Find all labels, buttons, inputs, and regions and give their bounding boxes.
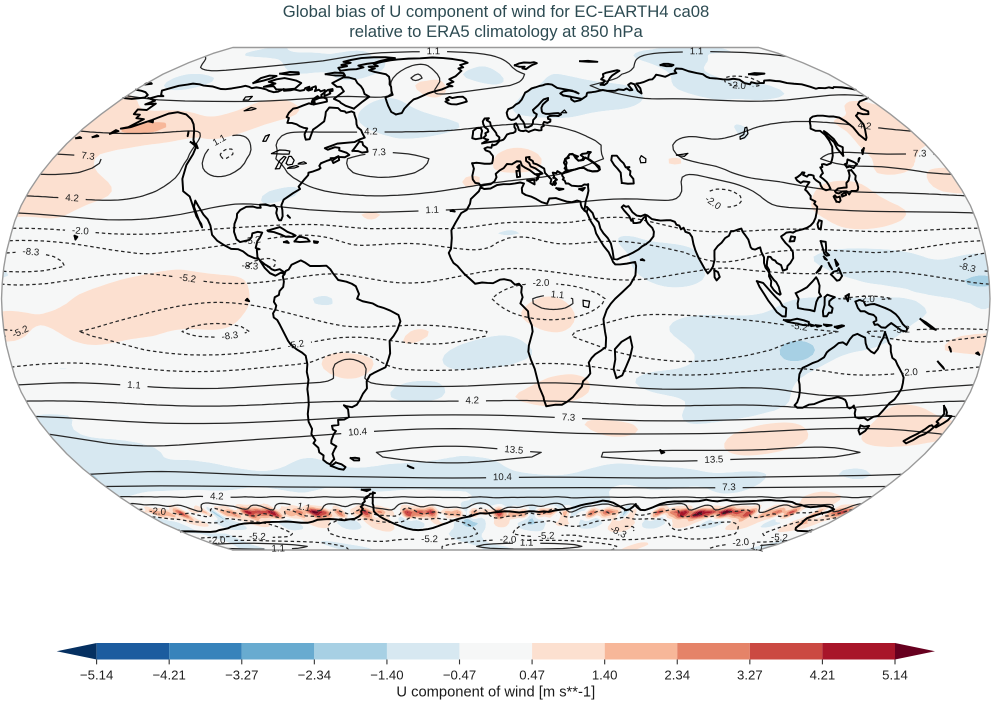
svg-text:10.4: 10.4: [348, 426, 368, 438]
svg-text:1.1: 1.1: [520, 538, 534, 549]
svg-text:-5.2: -5.2: [287, 338, 306, 352]
svg-text:3.27: 3.27: [737, 667, 763, 682]
svg-text:13.5: 13.5: [704, 454, 723, 466]
svg-text:1.1: 1.1: [296, 501, 311, 515]
svg-text:4.2: 4.2: [65, 193, 79, 205]
svg-text:4.2: 4.2: [210, 491, 224, 502]
svg-text:4.2: 4.2: [364, 127, 378, 138]
svg-text:1.1: 1.1: [749, 541, 765, 555]
svg-text:7.3: 7.3: [561, 412, 575, 424]
svg-text:1.1: 1.1: [425, 205, 439, 217]
svg-text:Global bias of U component of: Global bias of U component of wind for E…: [283, 2, 709, 21]
svg-text:1.1: 1.1: [550, 289, 564, 301]
svg-text:2.34: 2.34: [664, 667, 690, 682]
svg-text:4.21: 4.21: [810, 667, 836, 682]
svg-text:-8.3: -8.3: [958, 261, 977, 276]
svg-text:7.3: 7.3: [80, 150, 95, 163]
svg-text:-5.2: -5.2: [771, 532, 788, 544]
svg-text:−1.40: −1.40: [370, 667, 403, 682]
svg-text:relative to ERA5 climatology a: relative to ERA5 climatology at 850 hPa: [349, 22, 643, 41]
svg-text:-8.3: -8.3: [221, 330, 239, 343]
svg-text:1.1: 1.1: [427, 46, 441, 57]
svg-text:-2.0: -2.0: [729, 80, 747, 92]
svg-text:U component of wind [m s**-1]: U component of wind [m s**-1]: [396, 684, 595, 700]
svg-text:-2.0: -2.0: [500, 535, 517, 546]
svg-text:-2.0: -2.0: [858, 294, 875, 305]
svg-text:-8.3: -8.3: [22, 246, 40, 258]
svg-text:−2.34: −2.34: [298, 667, 331, 682]
svg-text:-5.2: -5.2: [893, 324, 910, 336]
svg-text:-2.0: -2.0: [209, 535, 227, 547]
svg-text:7.3: 7.3: [372, 147, 386, 159]
svg-text:0.47: 0.47: [519, 667, 545, 682]
svg-text:-2.0: -2.0: [732, 537, 750, 549]
svg-text:1.1: 1.1: [127, 380, 141, 392]
svg-text:4.2: 4.2: [857, 120, 872, 132]
svg-text:−0.47: −0.47: [443, 667, 476, 682]
svg-text:1.40: 1.40: [592, 667, 618, 682]
svg-text:-5.2: -5.2: [421, 534, 438, 545]
svg-text:1.1: 1.1: [271, 543, 285, 554]
svg-text:13.5: 13.5: [504, 444, 524, 457]
svg-text:-2.0: -2.0: [533, 278, 550, 289]
svg-text:−3.27: −3.27: [225, 667, 258, 682]
svg-text:10.4: 10.4: [493, 472, 513, 483]
svg-text:-8.3: -8.3: [241, 260, 258, 272]
svg-text:1.1: 1.1: [690, 46, 704, 57]
svg-text:-5.2: -5.2: [790, 320, 808, 333]
svg-text:-5.2: -5.2: [538, 531, 555, 543]
svg-text:−5.14: −5.14: [80, 667, 113, 682]
svg-text:-2.0: -2.0: [149, 506, 167, 518]
svg-text:7.3: 7.3: [913, 148, 927, 159]
svg-text:-5.2: -5.2: [178, 272, 196, 285]
svg-text:4.2: 4.2: [465, 395, 479, 406]
svg-text:-2.0: -2.0: [901, 367, 919, 379]
svg-text:-5.2: -5.2: [249, 531, 266, 542]
svg-text:-2.0: -2.0: [72, 225, 90, 237]
svg-text:-5.2: -5.2: [243, 234, 261, 247]
svg-text:5.14: 5.14: [882, 667, 908, 682]
svg-text:7.3: 7.3: [722, 482, 736, 493]
svg-text:−4.21: −4.21: [152, 667, 185, 682]
